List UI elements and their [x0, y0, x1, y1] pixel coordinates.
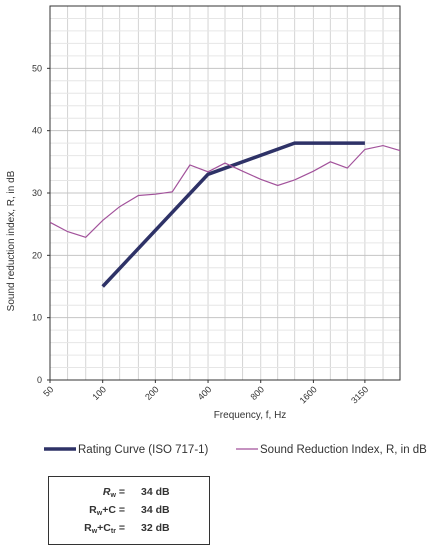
y-tick-label: 20	[32, 250, 42, 260]
tick-labels: 0 10 20 30 40 50 50 100 200 400 800 1600 3150	[32, 63, 370, 405]
rating-label-rw: Rw =	[102, 486, 125, 499]
y-tick-label: 50	[32, 63, 42, 73]
rating-value-rw: 34 dB	[141, 486, 170, 498]
rating-value-rw-ctr: 32 dB	[141, 522, 170, 534]
x-tick-label: 200	[143, 384, 161, 402]
grid	[50, 6, 400, 380]
x-tick-label: 50	[41, 384, 55, 398]
rating-value-rw-c: 34 dB	[141, 504, 170, 516]
x-tick-label: 400	[196, 384, 214, 402]
rating-label-rw-c: Rw+C =	[89, 504, 125, 517]
rating-row-rw-c: Rw+C = 34 dB	[49, 504, 209, 520]
legend-label-sound-reduction-index: Sound Reduction Index, R, in dB	[260, 444, 427, 456]
rating-label-rw-ctr: Rw+Ctr =	[84, 522, 125, 535]
single-number-ratings-box: Rw = 34 dB Rw+C = 34 dB Rw+Ctr = 32 dB	[48, 476, 210, 545]
series-line-sound-reduction-index	[49, 144, 401, 238]
y-tick-label: 10	[32, 313, 42, 323]
x-axis-label: Frequency, f, Hz	[214, 410, 287, 421]
series-line-rating-curve	[101, 141, 365, 288]
y-tick-label: 30	[32, 188, 42, 198]
rating-row-rw-ctr: Rw+Ctr = 32 dB	[49, 522, 209, 538]
rating-row-rw: Rw = 34 dB	[49, 486, 209, 502]
legend: Rating Curve (ISO 717-1) Sound Reduction…	[44, 444, 427, 456]
series-layer	[49, 141, 401, 288]
x-tick-label: 3150	[349, 384, 370, 405]
x-tick-label: 100	[90, 384, 108, 402]
legend-label-rating-curve: Rating Curve (ISO 717-1)	[78, 444, 209, 456]
y-tick-label: 40	[32, 126, 42, 136]
y-axis-label: Sound reduction index, R, in dB	[6, 170, 17, 311]
x-tick-label: 1600	[298, 384, 319, 405]
x-tick-label: 800	[248, 384, 266, 402]
y-tick-label: 0	[37, 375, 42, 385]
